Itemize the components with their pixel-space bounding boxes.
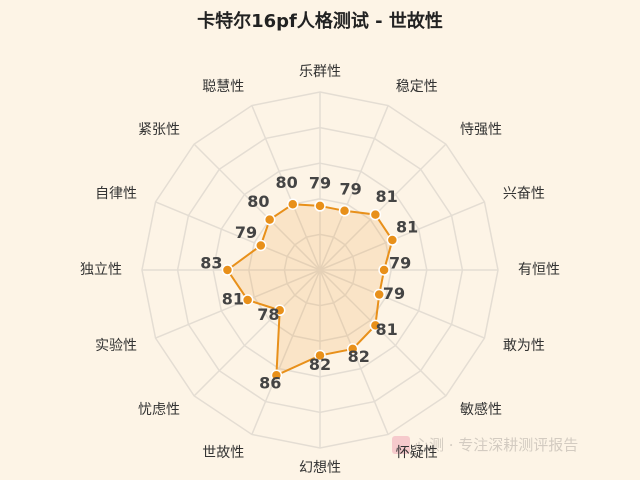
data-point [270, 369, 283, 381]
category-label: 稳定性 [396, 79, 438, 95]
grid-spoke [319, 201, 485, 271]
value-label: 81 [396, 217, 418, 236]
category-label: 兴奋性 [503, 186, 545, 202]
category-label: 独立性 [80, 262, 122, 278]
value-label: 80 [275, 173, 297, 192]
data-point [378, 264, 390, 276]
data-point [241, 294, 254, 306]
data-point [287, 198, 299, 210]
category-label: 紧张性 [138, 122, 180, 138]
category-label: 聪慧性 [202, 79, 244, 95]
grid-spoke [319, 143, 447, 271]
value-label: 79 [389, 254, 411, 273]
value-label: 80 [247, 192, 269, 211]
value-label: 79 [340, 180, 362, 199]
category-label: 忧虑性 [138, 402, 180, 418]
value-label: 78 [257, 305, 279, 324]
category-label: 乐群性 [299, 64, 341, 80]
watermark-icon [392, 436, 410, 454]
value-label: 86 [259, 374, 281, 393]
grid-spoke [251, 105, 321, 271]
value-label: 81 [376, 187, 398, 206]
category-label: 世故性 [202, 445, 244, 461]
data-point [263, 213, 276, 226]
category-label: 敏感性 [460, 401, 502, 418]
category-label: 恃强性 [460, 122, 502, 138]
data-point [314, 349, 326, 362]
value-label: 82 [309, 355, 331, 374]
category-label: 敢为性 [503, 338, 545, 354]
grid-spoke [319, 269, 447, 397]
grid-spoke [319, 269, 485, 339]
watermark: 心测 · 专注深耕测评报告 [414, 436, 578, 454]
category-label: 有恒性 [518, 262, 560, 278]
value-label: 79 [235, 223, 257, 242]
data-point [221, 264, 234, 276]
grid-spoke [319, 105, 389, 271]
data-point [386, 234, 399, 246]
data-point [255, 239, 267, 252]
chart-title: 卡特尔16pf人格测试 - 世故性 [197, 10, 443, 32]
value-label: 79 [309, 173, 331, 192]
value-label: 82 [348, 347, 370, 366]
data-point [346, 343, 359, 355]
value-label: 81 [376, 320, 398, 339]
data-point [369, 319, 382, 332]
data-point [338, 205, 351, 217]
grid-spoke [155, 269, 321, 339]
value-label: 83 [200, 254, 222, 273]
category-label: 幻想性 [299, 460, 341, 476]
category-label: 自律性 [95, 186, 137, 202]
category-label: 实验性 [95, 338, 137, 354]
grid-spoke [251, 269, 321, 435]
grid-spoke [193, 269, 321, 397]
value-label: 79 [383, 284, 405, 303]
data-point [314, 200, 326, 212]
grid-spoke [155, 201, 321, 271]
value-label: 81 [222, 290, 244, 309]
data-point [273, 304, 286, 317]
category-label: 怀疑性 [396, 445, 438, 461]
grid-spoke [193, 143, 321, 271]
data-point [369, 208, 382, 221]
data-point [373, 288, 385, 301]
